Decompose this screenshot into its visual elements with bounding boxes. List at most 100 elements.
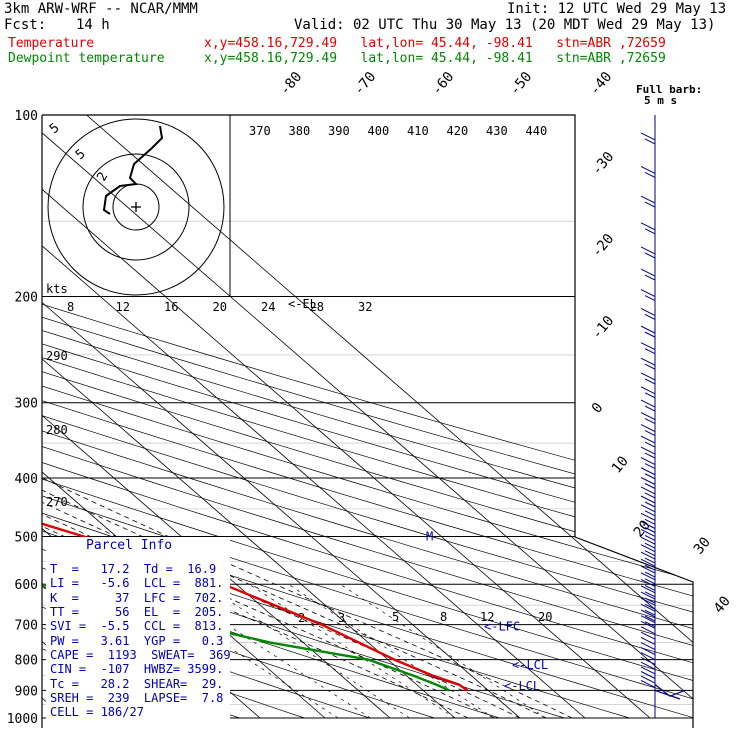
pressure-tick-label: 700 [15,619,38,634]
isotherm [42,115,586,719]
wind-barb [640,424,656,433]
mixing-ratio-label: 2 [298,611,305,625]
hodograph-units: kts [46,282,68,296]
wind-barb [640,591,656,600]
mixing-ratio-line [339,583,547,719]
wind-barb [640,544,656,553]
dewpoint-line [42,115,450,692]
mixing-ratio-line [164,583,371,719]
wind-barb [640,631,656,640]
wind-barb [640,656,656,665]
barb-legend-unit: 5 m s [644,94,677,107]
wind-barb [640,636,656,645]
wind-barb [640,521,656,529]
dry-adiabat [42,115,693,719]
forecast-label: Fcst: [4,17,47,33]
hodograph-speed-label: 28 [310,300,324,314]
parcel-row: T = 17.2 Td = 16.9 [50,562,217,576]
theta-tick-label: 420 [447,124,469,138]
level-annotations: <-EL <-LFC <-LCL <-LCL M [288,297,548,693]
wind-barb [640,195,656,204]
theta-tick-label: 370 [249,124,271,138]
isotherm-tick-label: 40 [711,593,734,616]
wind-barb [640,467,656,476]
dewpoint-location: x,y=458.16,729.49 lat,lon= 45.44, -98.41… [204,51,666,66]
pressure-tick-label: 100 [15,109,38,124]
dry-adiabat [42,115,370,719]
wind-barb [640,504,656,513]
dry-adiabat [42,115,693,719]
wind-barbs: Full barb:5 m s [636,83,702,718]
wind-barb [640,222,656,231]
hodograph-ring [47,118,225,296]
barb-legend-title: Full barb: [636,83,702,96]
sounding-series [42,115,469,692]
parcel-info-title: Parcel Info [86,538,173,553]
parcel-row: TT = 56 EL = 205. [50,605,224,619]
parcel-row: SREH = 239 LAPSE= 7.8 [50,691,224,705]
mixing-ratio-label: 3 [338,611,345,625]
dry-adiabat [42,115,693,719]
wind-barb [640,661,656,670]
mixing-ratio-label: 5 [392,610,399,624]
pressure-tick-label: 1000 [7,712,38,727]
isotherm-tick-label: 10 [609,453,632,476]
temperature-location: x,y=458.16,729.49 lat,lon= 45.44, -98.41… [204,36,666,51]
hodograph-speed-label: 8 [67,300,74,314]
hodograph-speed-label: 16 [164,300,178,314]
wind-barb-feather [644,591,656,598]
temperature-legend: Temperature [8,36,95,51]
dry-adiabat [42,115,435,719]
wind-barb [640,386,656,395]
mixing-ratio-label: 20 [538,610,552,624]
isotherm-tick-label: 20 [631,517,654,540]
theta-tick-label: 400 [368,124,390,138]
hodograph-speed-label: 20 [213,300,227,314]
isotherm [86,115,693,719]
mixing-ratio-label: 12 [480,610,494,624]
wind-barb [640,308,656,316]
model-title: 3km ARW-WRF -- NCAR/MMM [4,1,198,17]
wind-barb [640,671,656,679]
theta-tick-label: 440 [526,124,548,138]
wind-barb [640,536,656,545]
wind-barb [640,558,656,567]
mixing-ratio-line [287,583,495,719]
pressure-tick-label: 900 [15,684,38,699]
wind-barb-feather [644,295,656,301]
wind-barb [640,680,656,688]
isotherm-tick-label: -80 [277,69,306,99]
wind-barb [640,165,656,174]
wind-barb-feather [644,621,656,628]
wind-barb [640,642,656,651]
wind-barb [640,666,656,675]
hodograph-speed-label: 32 [358,300,372,314]
wind-barb [640,289,656,297]
wind-barb [640,357,656,366]
dry-adiabat [42,115,693,719]
wind-barb [640,477,656,485]
wind-barb-feather [644,405,656,412]
wind-barb [640,597,656,606]
wind-barb-feather [644,597,656,604]
dry-adiabat [42,115,693,719]
valid-time: Valid: 02 UTC Thu 30 May 13 (20 MDT Wed … [294,17,716,33]
dry-adiabat [42,115,693,719]
wind-barb-feather [644,228,656,235]
parcel-row: K = 37 LFC = 702. [50,591,224,605]
wind-barb-feather [644,564,656,571]
wind-barb-feather [644,527,656,533]
wind-barb [640,268,656,277]
pressure-tick-label: 800 [15,654,38,669]
annotation-lcl: <-LCL [512,658,548,672]
wind-barb-feather [644,483,656,489]
wind-barb-feather [644,609,656,616]
left-axis-label: 270 [46,495,68,509]
annotation-m: M [426,529,433,543]
hodograph-ring-label: 2 [94,170,111,184]
wind-barb [640,132,656,141]
isotherm [42,115,391,719]
hodograph-speed-label: 12 [116,300,130,314]
theta-tick-label: 410 [407,124,429,138]
